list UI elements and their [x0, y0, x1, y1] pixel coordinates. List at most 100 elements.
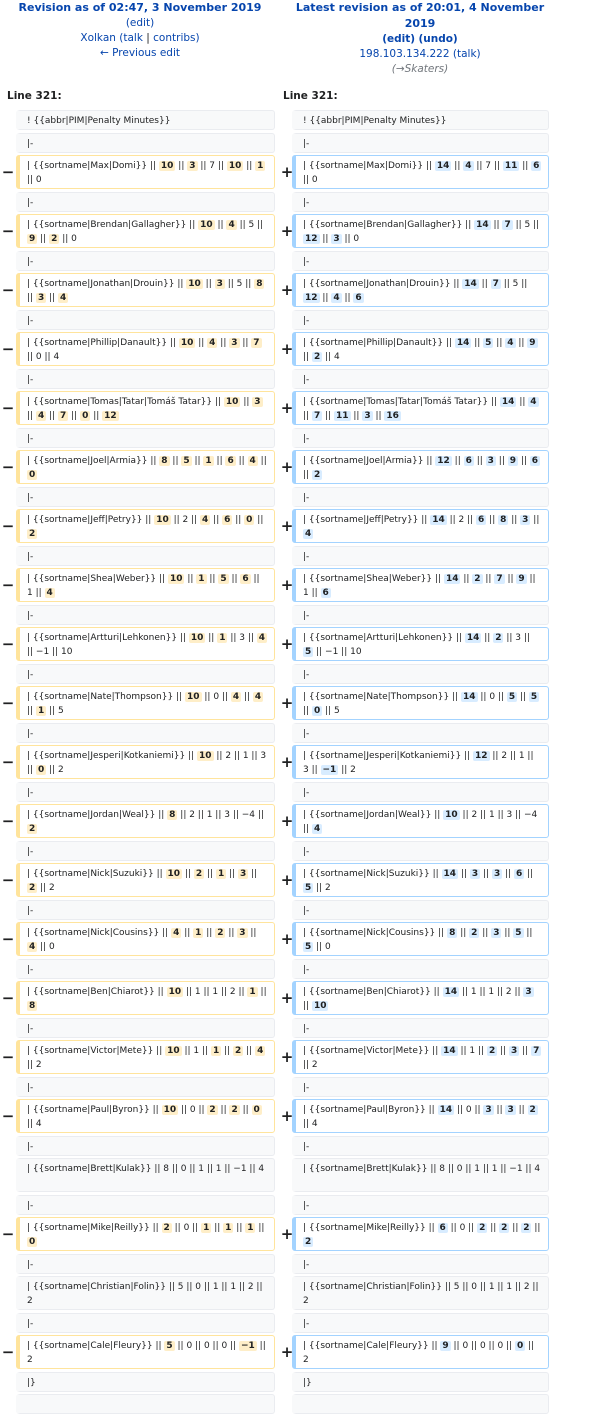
changed-text: 8	[159, 456, 170, 466]
changed-text: 14	[474, 220, 491, 230]
changed-text: 1	[196, 574, 207, 584]
line-text: |-	[27, 669, 34, 680]
line-text: ||	[241, 692, 253, 702]
undo-link[interactable]: (undo)	[418, 33, 458, 45]
context-line: |-	[16, 427, 275, 448]
line-text: ||	[255, 1223, 265, 1233]
line-text: |}	[303, 1377, 312, 1388]
line-text: || 4	[303, 1119, 318, 1129]
deleted-line: | {{sortname|Jordan|Weal}} || 8 || 2 || …	[16, 804, 275, 838]
previous-edit-link[interactable]: ← Previous edit	[99, 47, 180, 59]
added-line: | {{sortname|Jeff|Petry}} || 14 || 2 || …	[292, 509, 549, 543]
line-text: |-	[303, 197, 310, 208]
deleted-line-marker: −	[1, 635, 15, 653]
added-line-marker: +	[280, 694, 294, 712]
diff-row: |- |-	[0, 840, 603, 861]
line-text: | {{sortname|Max|Domi}} ||	[27, 161, 159, 171]
line-text: ||	[175, 161, 188, 171]
line-text: ||	[239, 338, 252, 348]
changed-text: 14	[437, 1105, 455, 1115]
line-text: ||	[214, 220, 227, 230]
context-line: |-	[292, 191, 549, 212]
changed-text: 3	[214, 279, 225, 289]
old-user-link[interactable]: Xolkan	[80, 32, 116, 44]
added-line-marker: +	[280, 930, 294, 948]
line-text: ||	[524, 869, 534, 879]
line-text: ||	[519, 1046, 532, 1056]
old-revision-link[interactable]: Revision as of 02:47, 3 November 2019	[18, 1, 262, 14]
line-text: |-	[27, 315, 34, 326]
diff-row: ! {{abbr|PIM|Penalty Minutes}} ! {{abbr|P…	[0, 110, 603, 130]
changed-text: 3	[252, 397, 263, 407]
line-text: | {{sortname|Nick|Suzuki}} ||	[27, 869, 166, 879]
context-line	[292, 1394, 549, 1414]
line-number-right: Line 321:	[283, 90, 338, 102]
changed-text: 6	[320, 588, 331, 598]
new-edit-link[interactable]: (edit)	[382, 33, 416, 45]
line-text: || 5 ||	[224, 279, 255, 289]
context-line: |-	[16, 899, 275, 920]
changed-text: 3	[331, 234, 342, 244]
line-text: ||	[203, 928, 216, 938]
line-text: ||	[254, 515, 264, 525]
context-line: |-	[292, 250, 549, 271]
added-line: | {{sortname|Nick|Suzuki}} || 14 || 3 ||…	[292, 863, 549, 897]
line-text: || 0 ||	[171, 1223, 202, 1233]
line-text: |-	[303, 1082, 310, 1093]
changed-text: 3	[523, 987, 534, 997]
changed-text: 4	[230, 692, 242, 702]
new-user-link[interactable]: 198.103.134.222	[359, 48, 450, 60]
changed-text: 6	[514, 869, 525, 879]
old-contribs-link[interactable]: contribs)	[153, 32, 200, 44]
line-text: |-	[27, 964, 34, 975]
changed-text: 9	[516, 574, 527, 584]
diff-row: − | {{sortname|Artturi|Lehkonen}} || 10 |…	[0, 627, 603, 661]
line-text: || 2	[313, 883, 331, 893]
changed-text: 12	[473, 751, 490, 761]
line-text: ||	[515, 1105, 528, 1115]
added-line-marker: +	[280, 222, 294, 240]
line-text: || −1 || 10	[313, 647, 362, 657]
changed-text: 2	[477, 1223, 488, 1233]
changed-text: 8	[254, 279, 265, 289]
deleted-line: | {{sortname|Jonathan|Drouin}} || 10 || …	[16, 273, 275, 307]
line-text: ||	[211, 1223, 224, 1233]
changed-text: 12	[303, 234, 320, 244]
context-line: |-	[292, 1017, 549, 1038]
line-text: | {{sortname|Christian|Folin}} || 5 || 0…	[303, 1282, 539, 1306]
context-line: |-	[292, 1253, 549, 1274]
context-line: |-	[292, 781, 549, 802]
added-line-marker: +	[280, 399, 294, 417]
changed-text: 9	[440, 1341, 451, 1351]
line-text: ||	[460, 574, 473, 584]
changed-text: 4	[505, 338, 516, 348]
line-text: || 5 ||	[500, 279, 528, 289]
line-text: ||	[228, 574, 241, 584]
line-text: |-	[303, 374, 310, 385]
diff-row: |- |-	[0, 899, 603, 920]
diff-row: |- |-	[0, 545, 603, 566]
new-talk-link[interactable]: (talk)	[452, 48, 481, 60]
old-talk-link[interactable]: (talk	[119, 32, 143, 44]
changed-text: 10	[311, 1001, 329, 1011]
deleted-line: | {{sortname|Phillip|Danault}} || 10 || …	[16, 332, 275, 366]
diff-row: | {{sortname|Brett|Kulak}} || 8 || 0 || …	[0, 1158, 603, 1192]
context-line: |-	[16, 1253, 275, 1274]
changed-text: 2	[193, 869, 205, 879]
line-text: ||	[303, 411, 312, 421]
added-line-marker: +	[280, 812, 294, 830]
line-text: || 1 || 1 || 2 ||	[459, 987, 524, 997]
changed-text: 4	[256, 633, 268, 643]
line-text: ||	[243, 161, 256, 171]
old-edit-link[interactable]: (edit)	[125, 17, 155, 29]
deleted-line: | {{sortname|Jeff|Petry}} || 10 || 2 || …	[16, 509, 275, 543]
added-line: | {{sortname|Tomas|Tatar|Tomáš Tatar}} |…	[292, 391, 549, 425]
deleted-line: | {{sortname|Mike|Reilly}} || 2 || 0 || …	[16, 1217, 275, 1251]
line-text: ||	[480, 869, 492, 879]
context-line: |-	[292, 899, 549, 920]
line-text: || 1 ||	[303, 574, 536, 598]
context-line: |-	[16, 781, 275, 802]
line-text: ||	[169, 456, 182, 466]
new-revision-link[interactable]: Latest revision as of 20:01, 4 November …	[295, 1, 545, 30]
changed-text: 10	[188, 633, 206, 643]
